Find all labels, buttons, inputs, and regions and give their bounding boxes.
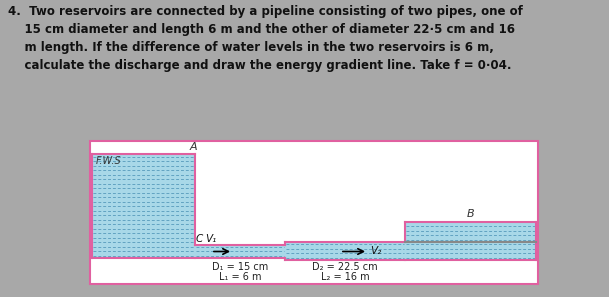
- Text: F.W.S: F.W.S: [96, 156, 122, 166]
- Text: D₁ = 15 cm: D₁ = 15 cm: [212, 262, 268, 272]
- Bar: [285, 242, 405, 260]
- Text: V₂: V₂: [370, 247, 381, 257]
- Bar: [195, 245, 285, 258]
- Bar: [405, 222, 536, 260]
- Bar: [90, 141, 538, 284]
- Text: C: C: [196, 234, 203, 244]
- Bar: [92, 154, 195, 258]
- Text: A: A: [189, 142, 197, 152]
- Text: V₁: V₁: [205, 234, 216, 244]
- Text: L₁ = 6 m: L₁ = 6 m: [219, 272, 261, 282]
- Bar: [284, 242, 286, 245]
- Text: B: B: [466, 209, 474, 219]
- Text: L₂ = 16 m: L₂ = 16 m: [321, 272, 369, 282]
- Text: 4.  Two reservoirs are connected by a pipeline consisting of two pipes, one of
 : 4. Two reservoirs are connected by a pip…: [8, 5, 523, 72]
- Text: D₂ = 22.5 cm: D₂ = 22.5 cm: [312, 262, 378, 272]
